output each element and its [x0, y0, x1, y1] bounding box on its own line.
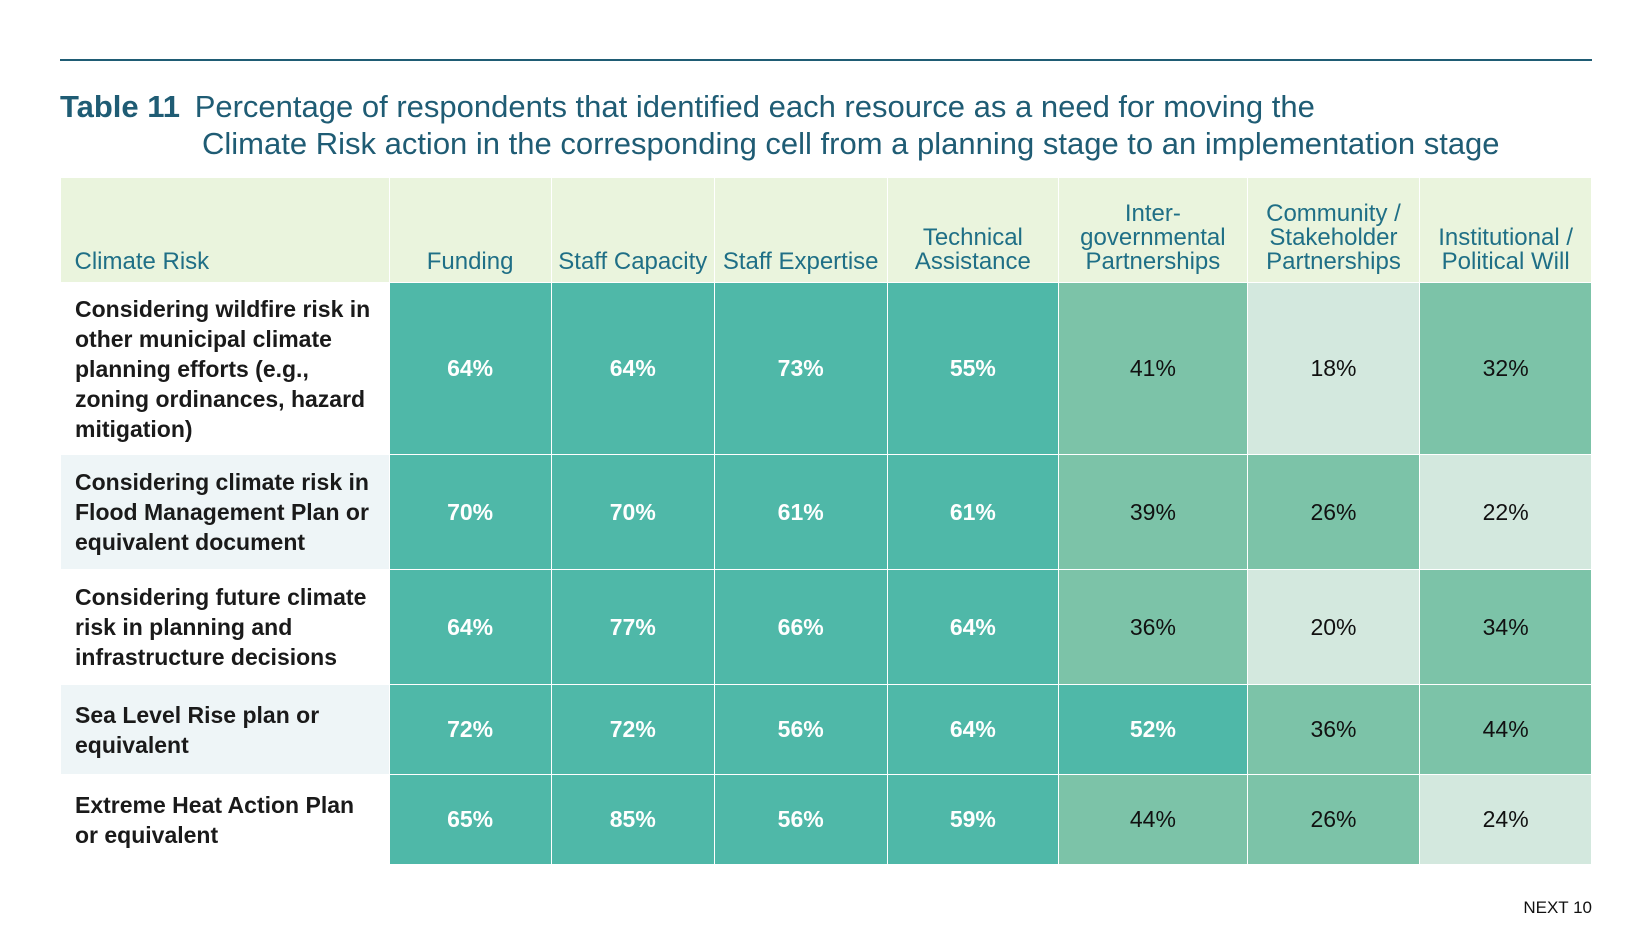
row-label: Sea Level Rise plan or equivalent — [60, 684, 390, 775]
table-cell: 64% — [388, 282, 552, 455]
table-cell: 41% — [1058, 282, 1248, 455]
table-cell: 20% — [1246, 569, 1421, 685]
table-cell: 18% — [1246, 282, 1421, 455]
table-cell: 64% — [886, 569, 1060, 685]
column-header-funding: Funding — [389, 178, 552, 283]
table-cell: 56% — [713, 774, 888, 865]
column-header-staff-capacity: Staff Capacity — [551, 178, 715, 283]
footer-brand: NEXT 10 — [1523, 898, 1592, 917]
row-label: Extreme Heat Action Plan or equivalent — [60, 774, 390, 865]
table-cell: 36% — [1058, 569, 1248, 685]
table-row: Considering climate risk in Flood Manage… — [60, 454, 1592, 570]
table-cell: 34% — [1419, 569, 1592, 685]
table-cell: 61% — [886, 454, 1060, 570]
row-label: Considering future climate risk in plann… — [60, 569, 390, 685]
table-cell: 61% — [713, 454, 888, 570]
table-row: Considering future climate risk in plann… — [60, 569, 1592, 685]
table-cell: 39% — [1058, 454, 1248, 570]
table-cell: 64% — [550, 282, 715, 455]
header-row: Climate Risk Funding Staff Capacity Staf… — [60, 178, 1592, 283]
table-cell: 77% — [550, 569, 715, 685]
table-cell: 59% — [886, 774, 1060, 865]
top-rule — [60, 59, 1592, 61]
column-header-staff-expertise: Staff Expertise — [714, 178, 888, 283]
table-row: Considering wildfire risk in other munic… — [60, 282, 1592, 455]
table-cell: 70% — [388, 454, 552, 570]
table-cell: 44% — [1419, 684, 1592, 775]
table-row: Sea Level Rise plan or equivalent 72% 72… — [60, 684, 1592, 775]
column-header-climate-risk: Climate Risk — [60, 178, 390, 283]
table-row: Extreme Heat Action Plan or equivalent 6… — [60, 774, 1592, 865]
table-cell: 55% — [886, 282, 1060, 455]
table-cell: 52% — [1058, 684, 1248, 775]
table-cell: 36% — [1246, 684, 1421, 775]
table-cell: 66% — [713, 569, 888, 685]
column-header-technical-assistance: Technical Assistance — [887, 178, 1060, 283]
column-header-community-stakeholder-partnerships: Community / Stakeholder Partnerships — [1247, 178, 1421, 283]
table-cell: 26% — [1246, 454, 1421, 570]
table-cell: 72% — [550, 684, 715, 775]
table-number: Table 11 — [60, 89, 181, 124]
table-cell: 65% — [388, 774, 552, 865]
table-cell: 32% — [1419, 282, 1592, 455]
table-cell: 64% — [388, 569, 552, 685]
table-cell: 56% — [713, 684, 888, 775]
column-header-institutional-political-will: Institutional / Political Will — [1419, 178, 1592, 283]
column-header-intergovernmental-partnerships: Inter-governmental Partnerships — [1058, 178, 1248, 283]
title-line-2: Climate Risk action in the corresponding… — [202, 126, 1500, 161]
table-cell: 85% — [550, 774, 715, 865]
table-cell: 22% — [1419, 454, 1592, 570]
table-cell: 26% — [1246, 774, 1421, 865]
resource-needs-table: Climate Risk Funding Staff Capacity Staf… — [60, 178, 1592, 865]
title-line-1: Percentage of respondents that identifie… — [194, 89, 1315, 124]
table-cell: 70% — [550, 454, 715, 570]
table-cell: 44% — [1058, 774, 1248, 865]
row-label: Considering wildfire risk in other munic… — [60, 282, 390, 455]
table-cell: 64% — [886, 684, 1060, 775]
table-cell: 73% — [713, 282, 888, 455]
row-label: Considering climate risk in Flood Manage… — [60, 454, 390, 570]
table-cell: 24% — [1419, 774, 1592, 865]
table-cell: 72% — [388, 684, 552, 775]
table-title: Table 11 Percentage of respondents that … — [60, 88, 1600, 162]
